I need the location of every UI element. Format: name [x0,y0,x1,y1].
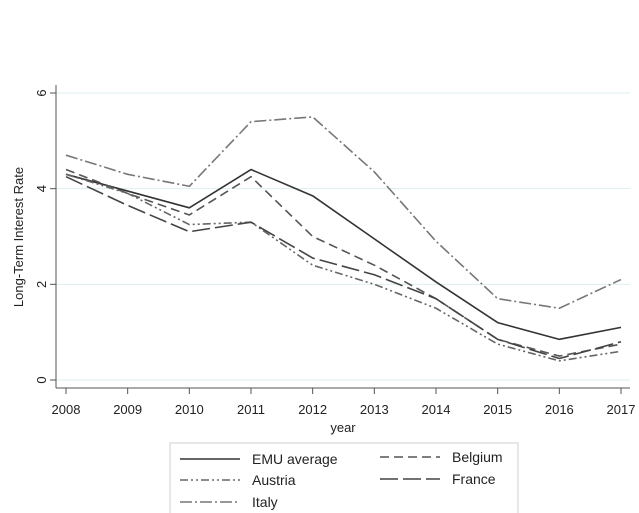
x-tick-label-9: 2017 [607,402,636,417]
legend-label-2: Austria [252,472,296,488]
legend-label-3: France [452,471,496,487]
series-line-austria [65,173,622,362]
axes [55,85,630,389]
x-tick-label-1: 2009 [113,402,142,417]
x-tick-label-6: 2014 [422,402,451,417]
series-line-italy [65,116,622,310]
legend-label-0: EMU average [252,451,338,467]
series-lines [65,116,622,362]
y-ticks: 0 2 4 6 [34,89,56,384]
x-ticks: 2008 2009 2010 2011 2012 2013 2014 2015 2016 2017 [52,388,636,417]
x-tick-label-4: 2012 [298,402,327,417]
x-tick-label-5: 2013 [360,402,389,417]
y-tick-label-0: 0 [34,376,49,383]
x-tick-label-0: 2008 [52,402,81,417]
legend-label-4: Italy [252,494,278,510]
x-tick-label-8: 2016 [545,402,574,417]
series-line-france [65,175,622,360]
y-tick-label-2: 4 [34,185,49,192]
x-tick-label-2: 2010 [175,402,204,417]
x-axis-title: year [330,420,356,435]
y-axis-title: Long-Term Interest Rate [11,167,26,307]
x-tick-label-7: 2015 [483,402,512,417]
series-line-belgium [65,168,622,357]
series-line-emu-average [65,168,622,341]
x-tick-label-3: 2011 [237,402,265,417]
y-tick-label-1: 2 [34,281,49,288]
legend: EMU average Belgium Austria France Italy [169,442,519,513]
y-tick-label-3: 6 [34,89,49,96]
gridlines [56,92,630,381]
legend-label-1: Belgium [452,449,503,465]
